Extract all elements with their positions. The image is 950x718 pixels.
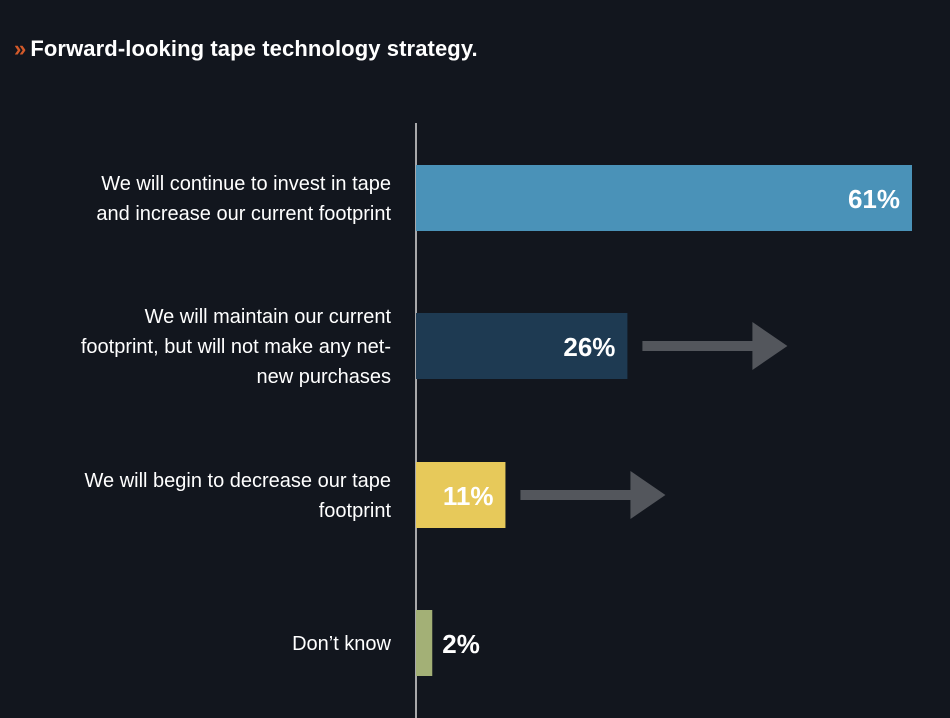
category-label-1-line-1: footprint, but will not make any net- [81,336,391,358]
bar-3 [416,610,433,676]
bar-2 [416,462,506,528]
value-label-1: 26% [563,332,615,362]
arrow-right-icon-1 [642,322,788,370]
chart-title-text: Forward-looking tape technology strategy… [30,36,478,61]
value-label-0: 61% [848,184,900,214]
arrow-right-icon-2 [520,471,666,519]
category-label-0-line-1: and increase our current footprint [96,203,391,225]
category-label-2-line-1: footprint [319,500,392,522]
category-label-1-line-2: new purchases [256,366,391,388]
chart-title: » Forward-looking tape technology strateg… [14,36,478,62]
category-label-2-line-0: We will begin to decrease our tape [85,470,391,492]
category-label-3-line-0: Don’t know [292,633,391,655]
category-label-0-line-0: We will continue to invest in tape [101,173,391,195]
bar-1 [416,313,628,379]
category-label-1-line-0: We will maintain our current [145,306,392,328]
value-label-2: 11% [443,481,494,511]
bar-0 [416,165,912,231]
value-label-3: 2% [442,629,480,659]
title-marker-icon: » [14,36,27,61]
